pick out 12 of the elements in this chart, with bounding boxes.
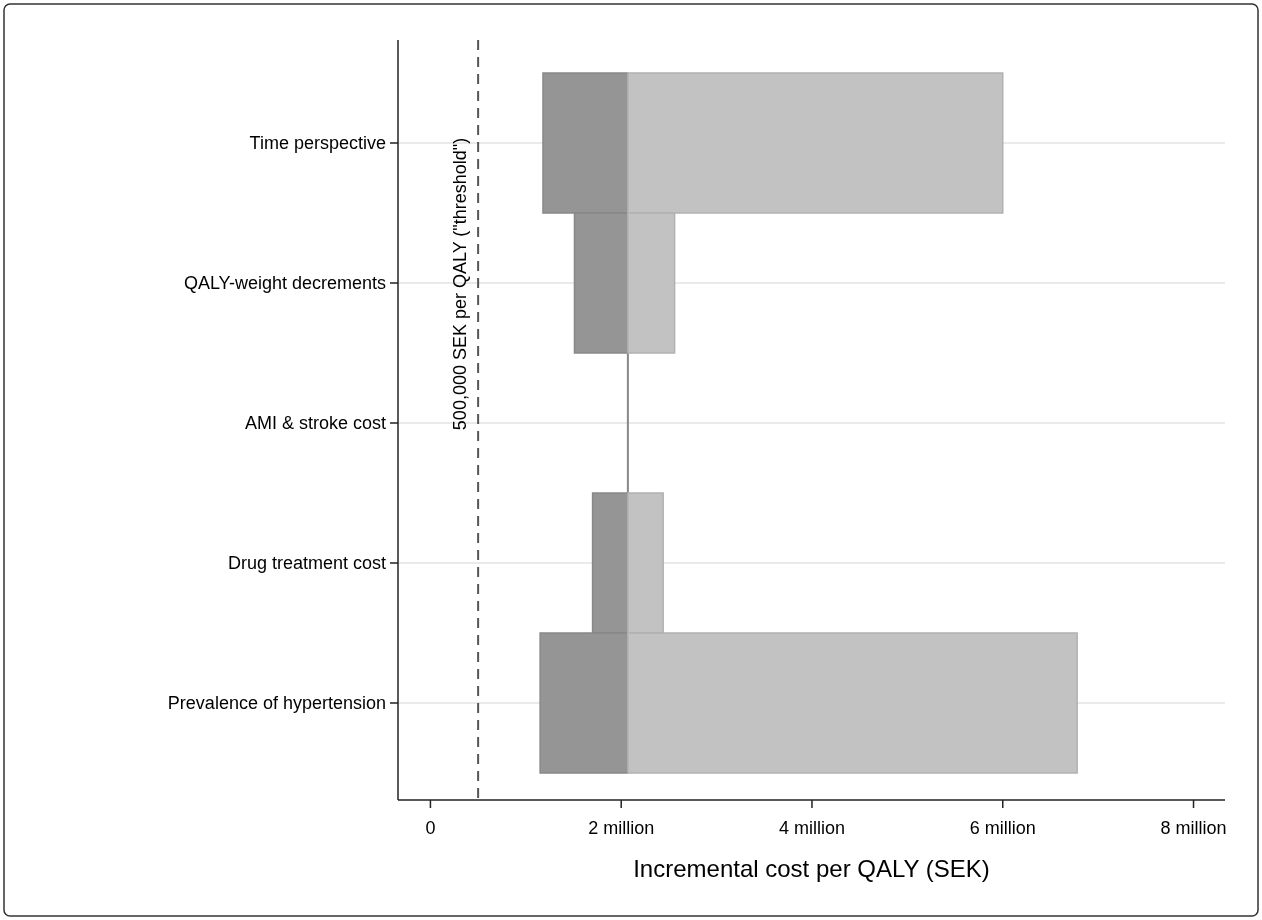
y-tick-label: Time perspective: [249, 133, 386, 153]
x-tick-label: 8 million: [1160, 818, 1227, 838]
y-tick-label: AMI & stroke cost: [244, 413, 386, 433]
x-axis-title: Incremental cost per QALY (SEK): [633, 855, 990, 882]
x-tick-label: 2 million: [588, 818, 655, 838]
y-tick-label: Drug treatment cost: [227, 553, 386, 573]
y-tick-label: Prevalence of hypertension: [167, 693, 386, 713]
x-tick-label: 4 million: [778, 818, 845, 838]
x-tick-label: 6 million: [969, 818, 1036, 838]
y-tick-label: QALY-weight decrements: [183, 273, 386, 293]
x-tick-label: 0: [425, 818, 436, 838]
ref-line-label: 500,000 SEK per QALY ("threshold"): [450, 137, 471, 431]
